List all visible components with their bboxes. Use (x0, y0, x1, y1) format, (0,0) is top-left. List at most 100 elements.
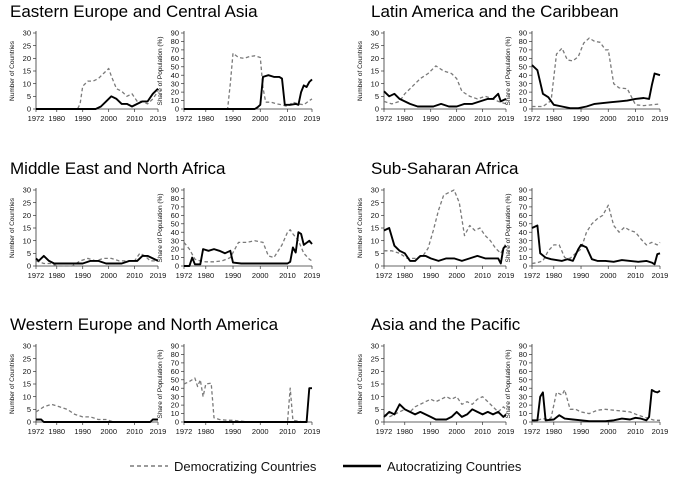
count-x-tick-label: 1980 (48, 114, 65, 123)
share-y-tick-label: 40 (171, 228, 179, 237)
count-x-tick-label: 2010 (126, 427, 143, 436)
count-y-tick-label: 0 (27, 262, 31, 271)
count-y-tick-label: 15 (371, 224, 379, 233)
share-y-tick-label: 50 (171, 219, 179, 228)
share-x-tick-label: 1990 (573, 271, 590, 280)
share-y-axis-label: Share of Population (%) (157, 193, 164, 262)
share-x-tick-label: 1980 (545, 271, 562, 280)
share-y-tick-label: 70 (519, 358, 527, 367)
share-x-tick-label: 1990 (225, 271, 242, 280)
count-series-autocratizing (36, 418, 158, 423)
count-x-tick-label: 2019 (498, 114, 515, 123)
region-title: Asia and the Pacific (371, 315, 521, 334)
share-y-axis-label: Share of Population (%) (157, 349, 164, 418)
share-y-tick-label: 30 (171, 392, 179, 401)
count-x-tick-label: 1990 (74, 114, 91, 123)
share-x-tick-label: 2019 (652, 427, 669, 436)
count-x-tick-label: 2000 (100, 427, 117, 436)
count-y-tick-label: 25 (371, 354, 379, 363)
count-x-tick-label: 2000 (100, 271, 117, 280)
share-y-tick-label: 80 (171, 194, 179, 203)
share-y-tick-label: 10 (519, 409, 527, 418)
share-y-tick-label: 70 (519, 202, 527, 211)
share-series-democratizing (532, 37, 661, 108)
region-title: Latin America and the Caribbean (371, 2, 619, 21)
share-y-tick-label: 40 (519, 384, 527, 393)
count-y-tick-label: 0 (27, 105, 31, 114)
count-y-tick-label: 15 (23, 224, 31, 233)
share-x-tick-label: 1980 (197, 271, 214, 280)
share-y-tick-label: 50 (519, 219, 527, 228)
count-x-tick-label: 1980 (48, 427, 65, 436)
count-x-tick-label: 1980 (396, 114, 413, 123)
share-y-tick-label: 30 (171, 79, 179, 88)
share-series-democratizing (531, 204, 661, 265)
count-y-tick-label: 5 (27, 405, 31, 414)
count-y-tick-label: 20 (23, 54, 31, 63)
share-y-tick-label: 40 (519, 71, 527, 80)
share-y-tick-label: 60 (519, 367, 527, 376)
count-y-tick-label: 20 (371, 367, 379, 376)
share-y-tick-label: 10 (171, 96, 179, 105)
share-y-tick-label: 50 (171, 62, 179, 71)
share-x-tick-label: 2000 (600, 114, 617, 123)
share-x-tick-label: 2010 (627, 114, 644, 123)
count-y-axis-label: Number of Countries (357, 353, 364, 414)
count-x-tick-label: 1972 (376, 114, 393, 123)
count-y-tick-label: 20 (23, 211, 31, 220)
count-series-democratizing (384, 189, 507, 260)
share-y-tick-label: 90 (171, 186, 179, 195)
count-y-tick-label: 30 (23, 186, 31, 195)
count-x-tick-label: 2019 (150, 114, 167, 123)
share-x-tick-label: 1972 (176, 114, 193, 123)
share-y-tick-label: 0 (523, 262, 527, 271)
count-series-democratizing (35, 252, 158, 267)
count-y-tick-label: 15 (371, 380, 379, 389)
share-y-tick-label: 10 (171, 253, 179, 262)
count-y-tick-label: 10 (23, 79, 31, 88)
count-x-tick-label: 2000 (448, 271, 465, 280)
share-x-tick-label: 1990 (225, 427, 242, 436)
share-y-tick-label: 70 (171, 45, 179, 54)
count-x-tick-label: 1972 (28, 427, 45, 436)
count-y-tick-label: 20 (371, 54, 379, 63)
share-y-tick-label: 70 (171, 202, 179, 211)
share-y-tick-label: 20 (171, 401, 179, 410)
count-y-tick-label: 0 (375, 262, 379, 271)
count-y-tick-label: 10 (23, 392, 31, 401)
region-title: Eastern Europe and Central Asia (10, 2, 258, 21)
count-x-tick-label: 2010 (126, 114, 143, 123)
share-x-tick-label: 2010 (279, 427, 296, 436)
share-x-tick-label: 1980 (545, 114, 562, 123)
count-x-tick-label: 1990 (422, 427, 439, 436)
share-x-tick-label: 2000 (252, 271, 269, 280)
count-series-autocratizing (383, 227, 507, 265)
count-y-tick-label: 10 (23, 236, 31, 245)
count-y-tick-label: 5 (375, 249, 379, 258)
share-y-tick-label: 30 (519, 236, 527, 245)
count-y-axis-label: Number of Countries (9, 40, 16, 101)
share-x-tick-label: 1990 (573, 427, 590, 436)
count-y-tick-label: 25 (371, 41, 379, 50)
share-y-tick-label: 30 (519, 392, 527, 401)
count-y-tick-label: 25 (23, 198, 31, 207)
count-x-tick-label: 2010 (126, 271, 143, 280)
count-y-tick-label: 5 (375, 405, 379, 414)
share-y-tick-label: 90 (519, 29, 527, 38)
count-x-tick-label: 2019 (150, 427, 167, 436)
share-series-autocratizing (184, 387, 312, 423)
count-y-tick-label: 0 (375, 105, 379, 114)
count-y-tick-label: 5 (27, 249, 31, 258)
share-x-tick-label: 2019 (304, 271, 321, 280)
count-y-tick-label: 15 (371, 67, 379, 76)
count-y-axis-label: Number of Countries (357, 197, 364, 258)
share-x-tick-label: 2019 (304, 114, 321, 123)
share-y-tick-label: 40 (171, 384, 179, 393)
share-y-axis-label: Share of Population (%) (505, 36, 512, 105)
count-y-tick-label: 30 (371, 29, 379, 38)
region-panel: Eastern Europe and Central Asia 0 5 10 15 20 2… (9, 2, 320, 123)
share-x-tick-label: 1980 (545, 427, 562, 436)
share-y-tick-label: 60 (171, 211, 179, 220)
count-y-tick-label: 10 (371, 79, 379, 88)
